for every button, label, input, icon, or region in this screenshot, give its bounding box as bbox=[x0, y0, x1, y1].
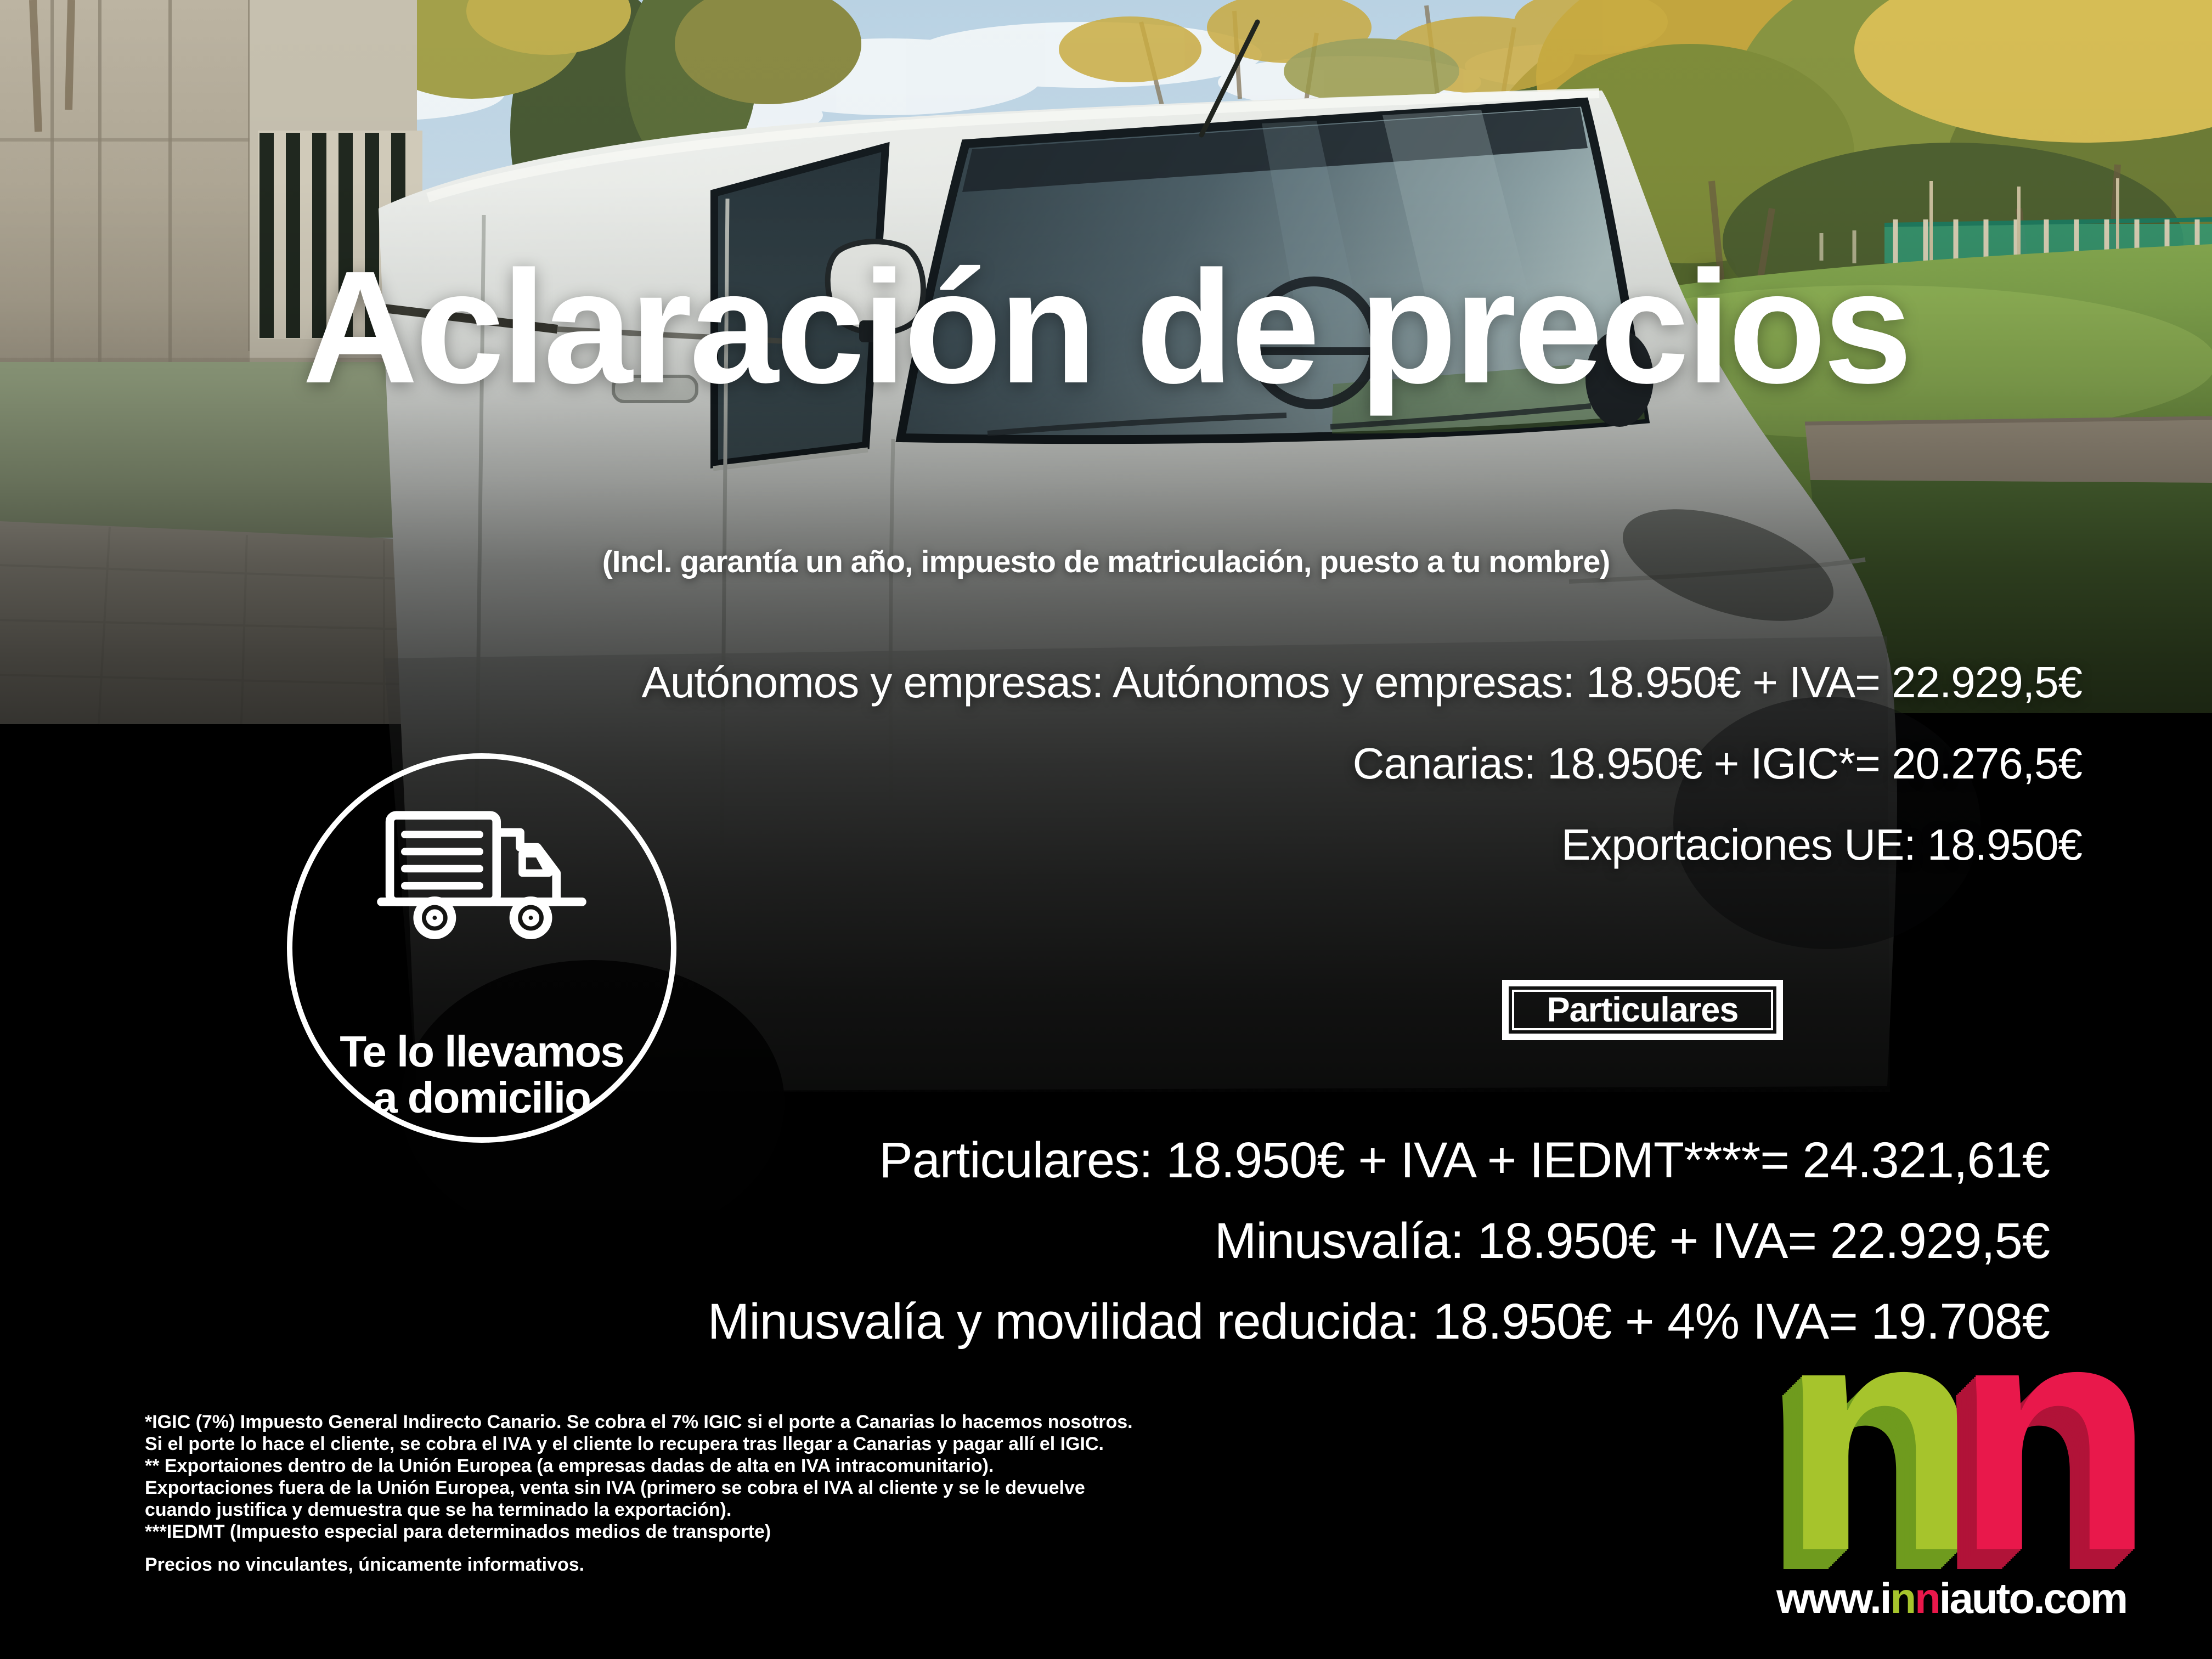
footnote-line-4: Exportaciones fuera de la Unión Europea,… bbox=[145, 1477, 1085, 1498]
delivery-badge-label: Te lo llevamos a domicilio bbox=[292, 1029, 671, 1121]
footnote-line-1: *IGIC (7%) Impuesto General Indirecto Ca… bbox=[145, 1412, 1133, 1432]
logo-letter-n-red: n bbox=[1954, 1252, 2155, 1620]
footnote-line-6: ***IEDMT (Impuesto especial para determi… bbox=[145, 1521, 771, 1542]
footnote-line-2: Si el porte lo hace el cliente, se cobra… bbox=[145, 1434, 1104, 1454]
delivery-truck-icon bbox=[377, 811, 586, 939]
price-line-minusvalia: Minusvalía: 18.950€ + IVA= 22.929,5€ bbox=[1214, 1213, 2050, 1269]
badge-label-line1: Te lo llevamos bbox=[340, 1027, 624, 1076]
website-url[interactable]: www.inniauto.com bbox=[1776, 1573, 2138, 1623]
footnote-line-3: ** Exportaiones dentro de la Unión Europ… bbox=[145, 1455, 994, 1476]
url-seg-www-i: www.i bbox=[1776, 1574, 1892, 1622]
page-subtitle: (Incl. garantía un año, impuesto de matr… bbox=[602, 544, 1611, 579]
private-prices: Particulares: 18.950€ + IVA + IEDMT****=… bbox=[708, 1120, 2050, 1362]
price-line-autonomos: Autónomos y empresas: Autónomos y empres… bbox=[641, 658, 2083, 707]
price-line-minusvalia-movilidad: Minusvalía y movilidad reducida: 18.950€… bbox=[707, 1294, 2050, 1350]
footnote-line-5: cuando justifica y demuestra que se ha t… bbox=[145, 1499, 732, 1520]
brand-logo: nn bbox=[1780, 1271, 2155, 1600]
price-line-particulares: Particulares: 18.950€ + IVA + IEDMT****=… bbox=[879, 1132, 2050, 1188]
delivery-badge: Te lo llevamos a domicilio bbox=[287, 753, 676, 1143]
price-line-exportaciones: Exportaciones UE: 18.950€ bbox=[1561, 820, 2083, 869]
section-label-inner-border bbox=[1512, 990, 1773, 1030]
url-seg-iauto: iauto.com bbox=[1939, 1574, 2128, 1622]
price-line-canarias: Canarias: 18.950€ + IGIC*= 20.276,5€ bbox=[1352, 739, 2083, 788]
badge-label-line2: a domicilio bbox=[373, 1073, 591, 1122]
business-prices: Autónomos y empresas: Autónomos y empres… bbox=[641, 642, 2083, 885]
url-seg-n-red: n bbox=[1915, 1574, 1941, 1622]
disclaimer: Precios no vinculantes, únicamente infor… bbox=[145, 1554, 585, 1575]
footnotes: *IGIC (7%) Impuesto General Indirecto Ca… bbox=[145, 1411, 1133, 1543]
page-title: Aclaración de precios bbox=[302, 238, 1912, 416]
section-label: Particulares bbox=[1547, 991, 1739, 1029]
section-label-box: Particulares bbox=[1502, 980, 1783, 1040]
logo-letter-n-green: n bbox=[1780, 1252, 1982, 1620]
url-seg-n-green: n bbox=[1890, 1574, 1916, 1622]
